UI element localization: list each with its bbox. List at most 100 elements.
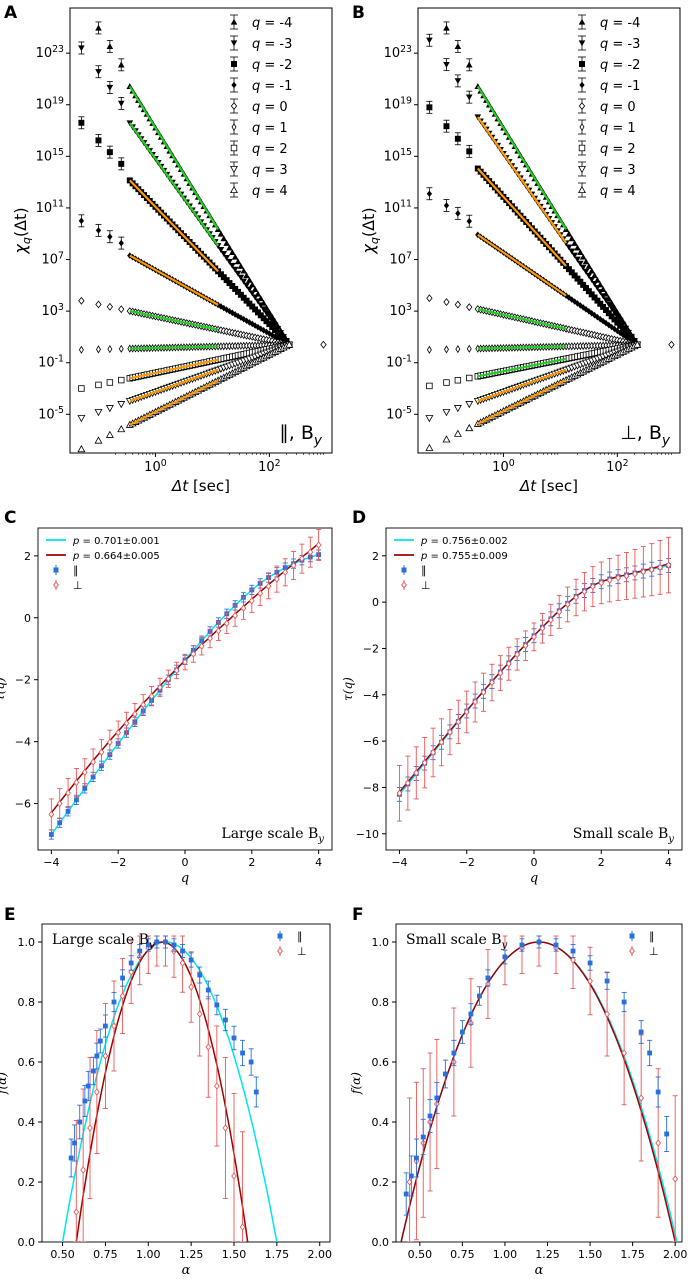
data-point-parallel (519, 942, 525, 948)
data-point-perpendicular (73, 778, 80, 787)
data-point (218, 303, 224, 310)
series-q3 (425, 341, 642, 423)
data-point-perpendicular (106, 738, 113, 746)
data-point (107, 233, 113, 241)
data-point-perpendicular (223, 619, 230, 628)
legend-marker (578, 185, 586, 194)
data-point-perpendicular (606, 576, 613, 584)
data-point (602, 307, 609, 314)
data-point (240, 267, 248, 274)
y-tick-label: 1011 (36, 199, 64, 216)
data-point-parallel (536, 939, 542, 945)
fit-line (129, 358, 219, 380)
data-point (443, 123, 450, 130)
data-point-parallel (214, 1002, 220, 1008)
data-point (229, 249, 236, 256)
y-axis-label-group: τ(q) (0, 677, 7, 701)
y-tick-label: 2 (372, 550, 379, 563)
data-point-parallel (72, 1140, 77, 1146)
data-point (78, 385, 85, 392)
data-point-parallel (90, 774, 96, 780)
series-q4 (77, 340, 294, 453)
data-point (614, 327, 620, 335)
data-point (585, 262, 593, 269)
data-point (454, 300, 462, 309)
series-q4 (425, 340, 642, 451)
panel-letter-a: A (4, 3, 18, 23)
legend-label: ∥ (421, 564, 427, 577)
panel-letter-c: C (4, 508, 16, 528)
data-point (455, 345, 461, 354)
panel-d: −4 −2 0 2 4 −10 −8 −6 −4 −2 0 2 q τ(q) p = 0.756±0.002… (341, 527, 683, 886)
legend-label: q = 1 (252, 121, 288, 136)
legend-label: q = -4 (252, 16, 292, 31)
data-point (237, 262, 245, 269)
data-point (237, 274, 245, 281)
data-point-parallel (171, 942, 177, 948)
data-point-perpendicular (404, 779, 411, 787)
data-point (626, 335, 632, 343)
legend-marker (579, 61, 585, 67)
data-point (95, 300, 102, 309)
data-point (77, 415, 86, 423)
data-point (243, 272, 250, 279)
legend-label: q = -2 (252, 58, 292, 73)
x-tick-label: 2.00 (307, 1248, 332, 1261)
legend-marker (230, 40, 238, 47)
data-point-perpendicular (207, 634, 213, 643)
data-point (95, 24, 102, 31)
fit-curve-perpendicular (400, 941, 676, 1242)
fit-line (128, 122, 219, 247)
data-point (229, 309, 235, 317)
data-point-perpendicular (665, 561, 672, 569)
y-tick-label: 1019 (384, 96, 412, 113)
plot-frame (41, 923, 331, 1243)
data-point-parallel (647, 1050, 653, 1056)
data-point-perpendicular (472, 698, 479, 706)
data-point-perpendicular (111, 1022, 117, 1030)
y-axis-label: τ(q) (0, 677, 7, 701)
data-point-parallel (414, 1155, 419, 1161)
data-point (105, 430, 114, 438)
x-tick-label: 1.25 (179, 1248, 204, 1261)
data-point-perpendicular (589, 582, 596, 591)
data-point (625, 332, 632, 339)
data-point (268, 313, 276, 320)
data-point-parallel (128, 960, 134, 966)
fit-line-parallel (50, 553, 319, 835)
data-point-parallel (655, 1089, 661, 1095)
data-point-perpendicular (587, 977, 593, 985)
data-point (217, 230, 225, 237)
fit-line (129, 379, 219, 426)
legend-label: ⊥ (73, 579, 83, 592)
data-point-parallel (145, 942, 151, 948)
legend-marker (578, 40, 586, 47)
y-tick-label: −8 (363, 781, 379, 794)
data-point-perpendicular (447, 728, 453, 736)
data-point (243, 282, 250, 289)
fit-line (129, 179, 219, 273)
data-point-parallel (240, 1050, 245, 1056)
data-point-parallel (74, 797, 79, 803)
data-point-parallel (459, 1029, 465, 1035)
data-point-perpendicular (123, 719, 130, 728)
x-tick-label: 4 (315, 856, 322, 869)
legend-label: q = 0 (600, 100, 636, 115)
x-tick-label: 0.75 (450, 1248, 475, 1261)
data-point-perpendicular (615, 574, 621, 582)
data-point (600, 317, 606, 325)
panel-annotation: Small scale By (406, 932, 508, 951)
legend-label: ∥ (297, 930, 303, 943)
data-point (588, 276, 596, 283)
x-axis-label: q (530, 871, 538, 886)
data-point-parallel (442, 1071, 448, 1077)
data-point-parallel (502, 954, 508, 960)
data-point-perpendicular (87, 1124, 93, 1132)
legend-marker (230, 18, 238, 25)
data-point (223, 239, 230, 246)
panel-letter-d: D (352, 508, 366, 528)
data-point-perpendicular (48, 810, 55, 819)
data-point (234, 270, 242, 277)
series-q1 (78, 340, 292, 354)
legend: ∥⊥ (629, 930, 659, 958)
